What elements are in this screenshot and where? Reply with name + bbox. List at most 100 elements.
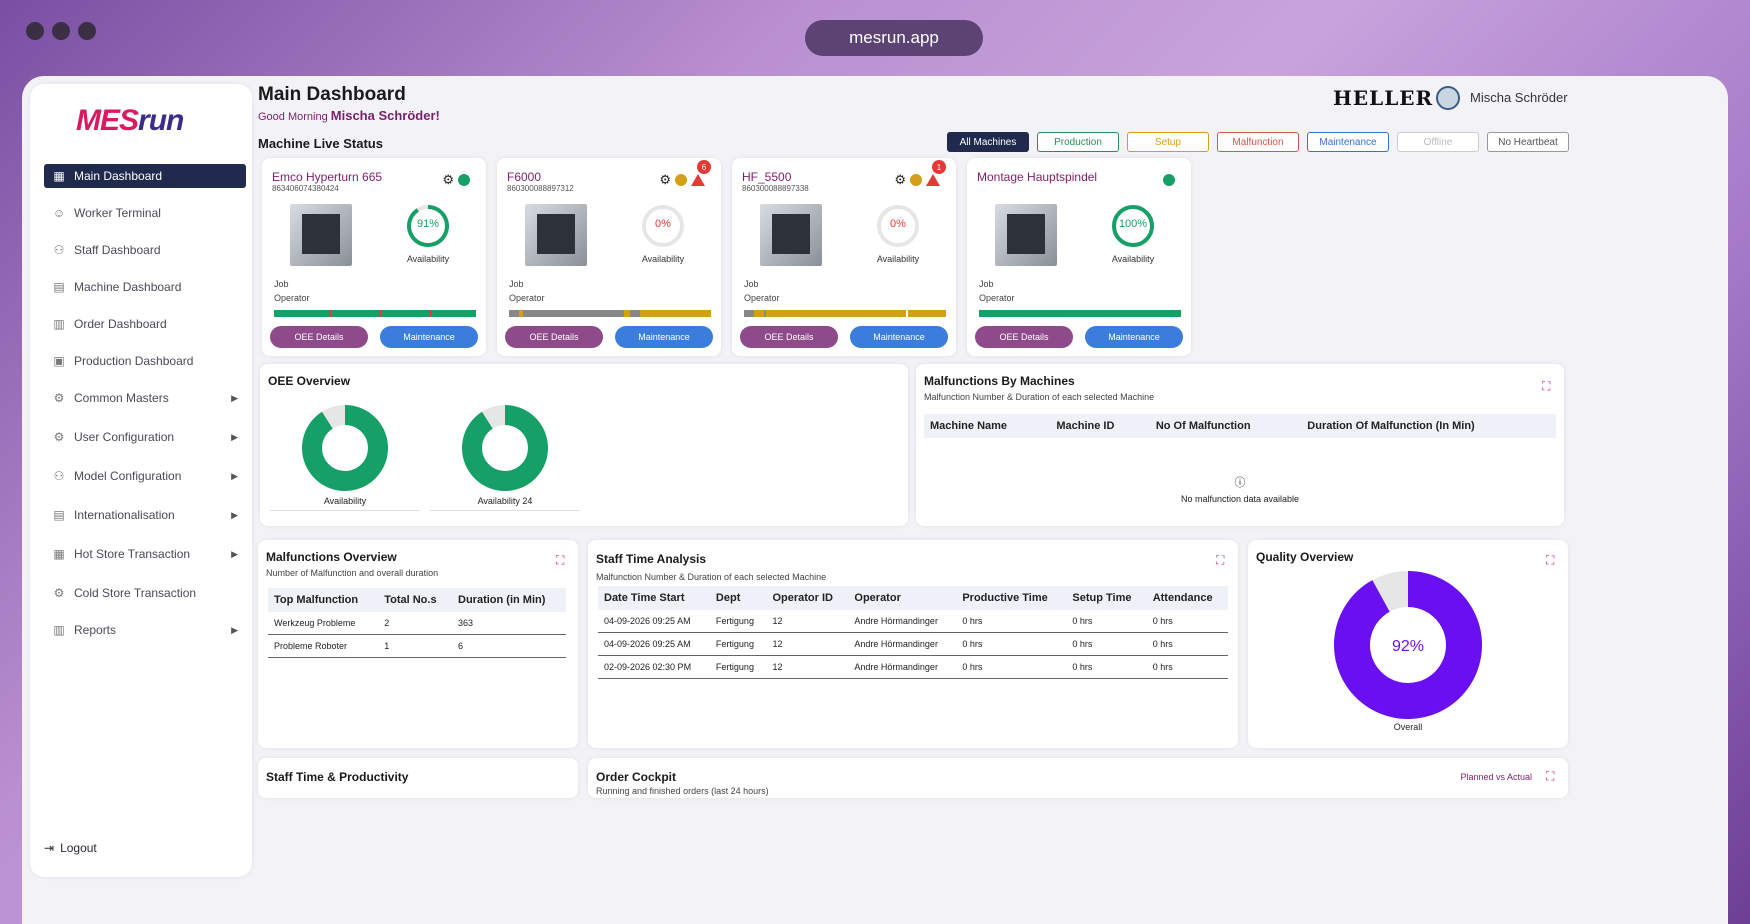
- table-row[interactable]: 04-09-2026 09:25 AM Fertigung 12 Andre Hörm…: [598, 632, 1228, 656]
- oee-details-button[interactable]: OEE Details: [505, 326, 603, 348]
- oee-donut-chart: 91%: [302, 405, 388, 491]
- timeline-segment[interactable]: [754, 310, 765, 317]
- filter-malfunction-button[interactable]: Malfunction: [1217, 132, 1299, 152]
- column-header[interactable]: Machine ID: [1050, 414, 1150, 438]
- sidebar-item-label: Common Masters: [74, 391, 169, 405]
- timeline-segment[interactable]: [907, 310, 946, 317]
- column-header[interactable]: Attendance: [1146, 586, 1228, 610]
- machine-name[interactable]: HF_5500: [742, 170, 792, 184]
- timeline-segment[interactable]: [630, 310, 641, 317]
- column-header[interactable]: Machine Name: [924, 414, 1051, 438]
- sidebar-item-order-dashboard[interactable]: ▥ Order Dashboard: [44, 312, 246, 336]
- availability-label: Availability: [1111, 254, 1155, 264]
- filter-production-button[interactable]: Production: [1037, 132, 1119, 152]
- filter-offline-button[interactable]: Offline: [1397, 132, 1479, 152]
- oee-details-button[interactable]: OEE Details: [740, 326, 838, 348]
- sidebar-item-internationalisation[interactable]: ▤ Internationalisation ▶: [44, 503, 246, 527]
- filter-no-heartbeat-button[interactable]: No Heartbeat: [1487, 132, 1569, 152]
- donut-slice[interactable]: [302, 405, 388, 491]
- url-bar[interactable]: mesrun.app: [805, 20, 983, 56]
- sidebar-item-reports[interactable]: ▥ Reports ▶: [44, 618, 246, 642]
- status-dot: [675, 174, 687, 186]
- expand-icon[interactable]: [1542, 380, 1554, 392]
- timeline-segment[interactable]: [330, 310, 380, 317]
- timeline-segment[interactable]: [905, 310, 908, 317]
- expand-icon[interactable]: [1216, 554, 1228, 566]
- timeline-segment[interactable]: [640, 310, 711, 317]
- close-window-dot[interactable]: [26, 22, 44, 40]
- column-header[interactable]: Total No.s: [378, 588, 453, 612]
- column-header[interactable]: Dept: [709, 586, 767, 610]
- timeline-segment[interactable]: [764, 310, 767, 317]
- column-header[interactable]: Duration (in Min): [452, 588, 566, 612]
- timeline-segment[interactable]: [431, 310, 476, 317]
- timeline-segment[interactable]: [381, 310, 430, 317]
- table-row[interactable]: 04-09-2026 09:25 AM Fertigung 12 Andre Hörm…: [598, 610, 1228, 633]
- order-cockpit-panel: Order Cockpit Running and finished order…: [588, 758, 1568, 798]
- column-header[interactable]: Setup Time: [1066, 586, 1147, 610]
- donut-slice[interactable]: [462, 405, 548, 491]
- machine-name[interactable]: Emco Hyperturn 665: [272, 170, 383, 184]
- column-header[interactable]: No Of Malfunction: [1149, 414, 1302, 438]
- sidebar-item-common-masters[interactable]: ⚙ Common Masters ▶: [44, 386, 246, 410]
- maintenance-button[interactable]: Maintenance: [850, 326, 948, 348]
- timeline-segment[interactable]: [328, 310, 331, 317]
- warning-icon[interactable]: 6: [691, 160, 711, 186]
- planned-vs-actual-toggle[interactable]: Planned vs Actual: [1460, 772, 1532, 782]
- timeline-segment[interactable]: [744, 310, 755, 317]
- maintenance-button[interactable]: Maintenance: [1085, 326, 1183, 348]
- user-name[interactable]: Mischa Schröder: [1470, 90, 1568, 105]
- timeline-segment[interactable]: [624, 310, 631, 317]
- filter-all-machines-button[interactable]: All Machines: [947, 132, 1029, 152]
- minimize-window-dot[interactable]: [52, 22, 70, 40]
- timeline-segment[interactable]: [274, 310, 329, 317]
- table-row[interactable]: Werkzeug Probleme 2 363: [268, 612, 566, 635]
- table-row[interactable]: Probleme Roboter 1 6: [268, 634, 566, 658]
- expand-icon[interactable]: [1546, 770, 1558, 782]
- timeline-segment[interactable]: [523, 310, 625, 317]
- sidebar-item-machine-dashboard[interactable]: ▤ Machine Dashboard: [44, 275, 246, 299]
- column-header[interactable]: Operator ID: [766, 586, 849, 610]
- column-header[interactable]: Top Malfunction: [268, 588, 379, 612]
- expand-icon[interactable]: [1546, 554, 1558, 566]
- filter-maintenance-button[interactable]: Maintenance: [1307, 132, 1389, 152]
- main-content: Main Dashboard Good Morning Mischa Schrö…: [258, 76, 1728, 924]
- machine-id: 860300088897338: [742, 184, 809, 193]
- filter-setup-button[interactable]: Setup: [1127, 132, 1209, 152]
- donut-slice[interactable]: [1334, 571, 1482, 719]
- logout-button[interactable]: ⇥ Logout: [44, 841, 97, 855]
- oee-details-button[interactable]: OEE Details: [270, 326, 368, 348]
- sidebar-item-staff-dashboard[interactable]: ⚇ Staff Dashboard: [44, 238, 246, 262]
- sidebar-item-model-configuration[interactable]: ⚇ Model Configuration ▶: [44, 464, 246, 488]
- timeline-segment[interactable]: [766, 310, 906, 317]
- column-header[interactable]: Operator: [848, 586, 957, 610]
- availability-ring-track: [642, 205, 684, 247]
- machine-name[interactable]: Montage Hauptspindel: [977, 170, 1098, 184]
- sidebar-item-main-dashboard[interactable]: ▦ Main Dashboard: [44, 164, 246, 188]
- sidebar-item-hot-store-transaction[interactable]: ▦ Hot Store Transaction ▶: [44, 542, 246, 566]
- maintenance-button[interactable]: Maintenance: [380, 326, 478, 348]
- maximize-window-dot[interactable]: [78, 22, 96, 40]
- column-header[interactable]: Date Time Start: [598, 586, 710, 610]
- timeline-segment[interactable]: [379, 310, 382, 317]
- table-row[interactable]: 02-09-2026 02:30 PM Fertigung 12 Andre Hörm…: [598, 655, 1228, 679]
- sidebar-item-user-configuration[interactable]: ⚙ User Configuration ▶: [44, 425, 246, 449]
- machine-name[interactable]: F6000: [507, 170, 542, 184]
- timeline-segment[interactable]: [979, 310, 1181, 317]
- oee-donut-label: Availability: [270, 496, 420, 511]
- sidebar-item-cold-store-transaction[interactable]: ⚙ Cold Store Transaction: [44, 581, 246, 605]
- timeline-segment[interactable]: [519, 310, 524, 317]
- expand-icon[interactable]: [556, 554, 568, 566]
- timeline-segment[interactable]: [429, 310, 432, 317]
- oee-details-button[interactable]: OEE Details: [975, 326, 1073, 348]
- maintenance-button[interactable]: Maintenance: [615, 326, 713, 348]
- column-header[interactable]: Productive Time: [956, 586, 1067, 610]
- column-header[interactable]: Duration Of Malfunction (In Min): [1301, 414, 1556, 438]
- warning-icon[interactable]: 1: [926, 160, 946, 186]
- sidebar-item-production-dashboard[interactable]: ▣ Production Dashboard: [44, 349, 246, 373]
- sidebar-item-worker-terminal[interactable]: ☺ Worker Terminal: [44, 201, 246, 225]
- table-cell: 0 hrs: [1066, 610, 1147, 633]
- timeline-segment[interactable]: [509, 310, 520, 317]
- avatar[interactable]: [1436, 86, 1460, 110]
- table-cell: Fertigung: [709, 610, 767, 633]
